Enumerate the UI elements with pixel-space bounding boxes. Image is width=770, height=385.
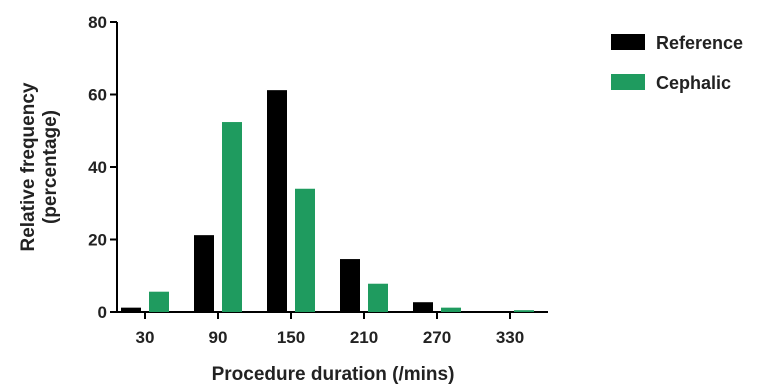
legend-swatch-reference (611, 34, 645, 50)
bar-reference-90 (194, 235, 214, 312)
x-axis-title: Procedure duration (/mins) (212, 364, 455, 385)
legend-label-cephalic: Cephalic (656, 73, 731, 93)
x-tick-label: 150 (277, 328, 305, 347)
y-axis-title-line-2: (percentage) (40, 110, 61, 224)
x-tick-label: 270 (423, 328, 451, 347)
bar-cephalic-30 (149, 291, 169, 312)
y-axis-title-line-1: Relative frequency (18, 82, 39, 251)
legend: Reference Cephalic (611, 33, 743, 93)
legend-item-cephalic: Cephalic (611, 73, 731, 93)
bar-cephalic-150 (295, 188, 315, 312)
x-tick-label: 330 (496, 328, 524, 347)
bars (121, 90, 534, 313)
bar-reference-210 (340, 259, 360, 312)
y-tick-label: 20 (88, 231, 107, 250)
y-axis-title: Relative frequency (percentage) (18, 82, 61, 251)
bar-cephalic-90 (222, 122, 242, 312)
x-tick-label: 210 (350, 328, 378, 347)
bar-reference-270 (413, 302, 433, 312)
legend-label-reference: Reference (656, 33, 743, 53)
legend-swatch-cephalic (611, 74, 645, 90)
bar-reference-30 (121, 307, 141, 312)
y-tick-label: 60 (88, 86, 107, 105)
bar-cephalic-210 (368, 283, 388, 312)
bar-reference-150 (267, 90, 287, 313)
bar-cephalic-270 (441, 307, 461, 312)
x-tick-label: 30 (136, 328, 155, 347)
y-tick-label: 0 (98, 303, 107, 322)
y-tick-label: 40 (88, 158, 107, 177)
y-axis: 0 20 40 60 80 (88, 13, 118, 322)
x-axis: 30 90 150 210 270 330 (117, 311, 548, 347)
x-tick-label: 90 (209, 328, 228, 347)
y-tick-label: 80 (88, 13, 107, 32)
bar-cephalic-330 (514, 310, 534, 312)
legend-item-reference: Reference (611, 33, 743, 53)
